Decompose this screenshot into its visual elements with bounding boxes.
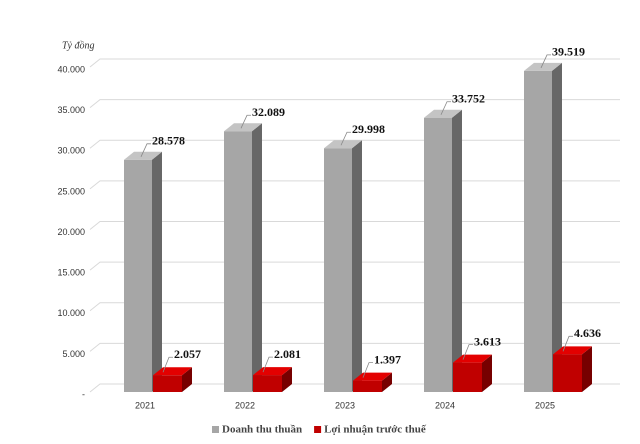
bar-top [453,354,492,363]
legend-label: Lợi nhuận trước thuế [324,424,427,436]
bar-side [452,109,462,392]
value-label: 2.057 [174,347,201,361]
bar-side [352,140,362,392]
leader-line [462,344,473,360]
value-label: 28.578 [152,134,185,148]
bar [153,375,182,392]
leader-line [262,356,273,373]
bar-top [524,62,562,71]
bar [453,362,482,392]
leader-line [340,131,351,146]
leader-line [140,143,151,157]
bar-top [324,140,362,149]
value-label: 2.081 [274,347,301,361]
y-tick-label: 35.000 [57,105,85,115]
value-label: 29.998 [352,122,385,136]
y-tick-label: - [82,389,85,399]
leader-line [362,362,373,378]
x-tick-label: 2021 [135,400,155,410]
bar-side [582,346,592,392]
bar-side [552,62,562,392]
bar-top [253,367,292,376]
bar-side [282,367,292,392]
y-tick-label: 25.000 [57,186,85,196]
bar-top [353,372,392,381]
bar-side [182,367,192,392]
bar-top [224,123,262,132]
x-tick-label: 2025 [535,400,555,410]
y-tick-label: 10.000 [57,308,85,318]
bar-top [424,109,462,118]
value-label: 39.519 [552,45,585,59]
leader-line [440,101,451,115]
value-label: 32.089 [252,105,285,119]
leader-line [540,54,551,69]
legend-label: Doanh thu thuần [222,424,302,436]
grid-line [89,58,620,68]
y-tick-label: 40.000 [57,64,85,74]
bar-top [153,367,192,376]
value-label: 1.397 [374,352,401,366]
value-label: 33.752 [452,92,485,106]
bar [353,380,382,392]
x-tick-label: 2023 [335,400,355,410]
value-label: 4.636 [574,326,601,340]
leader-line [562,335,573,352]
y-tick-label: 20.000 [57,227,85,237]
bar [224,131,252,393]
leader-line [240,114,251,129]
y-tick-label: 15.000 [57,268,85,278]
bar-top [553,346,592,355]
x-tick-label: 2022 [235,400,255,410]
legend-swatch [314,426,322,433]
grid-line [89,99,620,109]
bar [424,117,452,392]
y-tick-label: 30.000 [57,146,85,156]
legend-swatch [212,426,219,433]
y-axis-label: Tỷ đồng [62,40,95,51]
bar [524,70,552,392]
bar [324,148,352,392]
bar [253,375,282,392]
bar [553,354,582,392]
x-tick-label: 2024 [435,400,455,410]
bar-side [482,354,492,392]
leader-line [162,356,173,373]
y-tick-label: 5.000 [62,349,85,359]
value-label: 3.613 [474,334,501,348]
bar-side [152,151,162,392]
bar-side [252,123,262,392]
bar [124,159,152,392]
bar-side [382,372,392,392]
bar-top [124,151,162,160]
